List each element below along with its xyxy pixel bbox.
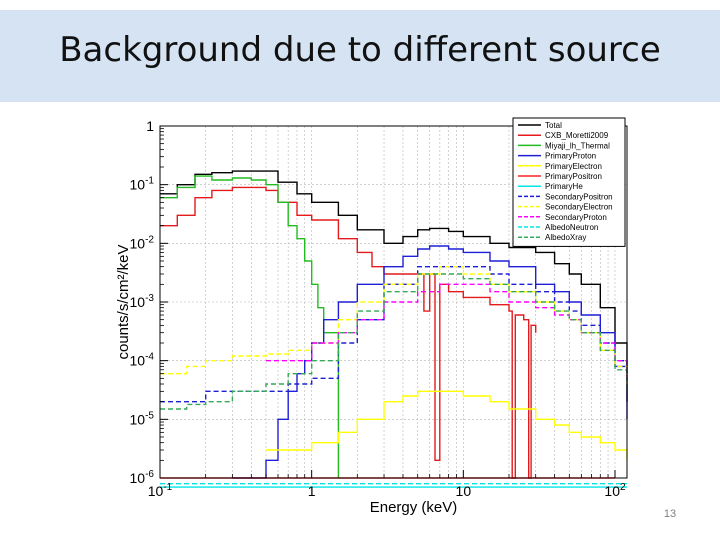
legend-label: AlbedoNeutron [545, 223, 598, 232]
series-line-secondaryproton [266, 283, 628, 379]
legend-label: Miyaji_lh_Thermal [545, 141, 610, 150]
y-tick-label: 10-5 [130, 410, 155, 427]
legend-label: SecondaryPositron [545, 192, 613, 201]
legend-label: PrimaryProton [545, 152, 596, 161]
x-tick-label: 102 [604, 482, 626, 499]
y-tick-label: 10-2 [130, 234, 155, 251]
legend-label: SecondaryElectron [545, 203, 613, 212]
legend-label: PrimaryElectron [545, 162, 602, 171]
legend-label: AlbedoXray [545, 233, 586, 242]
legend-label: SecondaryProton [545, 213, 607, 222]
series-line-secondarypositron [160, 266, 628, 403]
legend-label: Total [545, 121, 562, 130]
legend-label: PrimaryPositron [545, 172, 602, 181]
legend-label: CXB_Moretti2009 [545, 131, 609, 140]
x-tick-label: 10 [456, 483, 472, 499]
series-line-secondaryelectron [160, 266, 628, 384]
title-bar [0, 10, 720, 102]
series-line-primaryproton [232, 245, 628, 479]
y-axis-label: counts/s/cm²/keV [115, 244, 132, 359]
x-tick-label: 10-1 [148, 482, 173, 499]
page-number: 13 [663, 508, 677, 520]
slide-title: Background due to different source [59, 30, 661, 70]
y-tick-label: 10-3 [130, 293, 155, 310]
series-line-total [160, 170, 628, 402]
series-line-albedoxray [160, 273, 628, 410]
x-axis-label: Energy (keV) [370, 499, 458, 516]
legend-label: PrimaryHe [545, 182, 583, 191]
y-tick-label: 1 [146, 118, 154, 134]
x-tick-label: 1 [308, 483, 316, 499]
y-tick-label: 10-4 [130, 352, 155, 369]
legend-box [512, 117, 626, 247]
y-tick-label: 10-1 [130, 176, 155, 193]
series-line-miyaji-lh-thermal [160, 175, 340, 478]
series-line-primaryelectron [266, 390, 628, 461]
